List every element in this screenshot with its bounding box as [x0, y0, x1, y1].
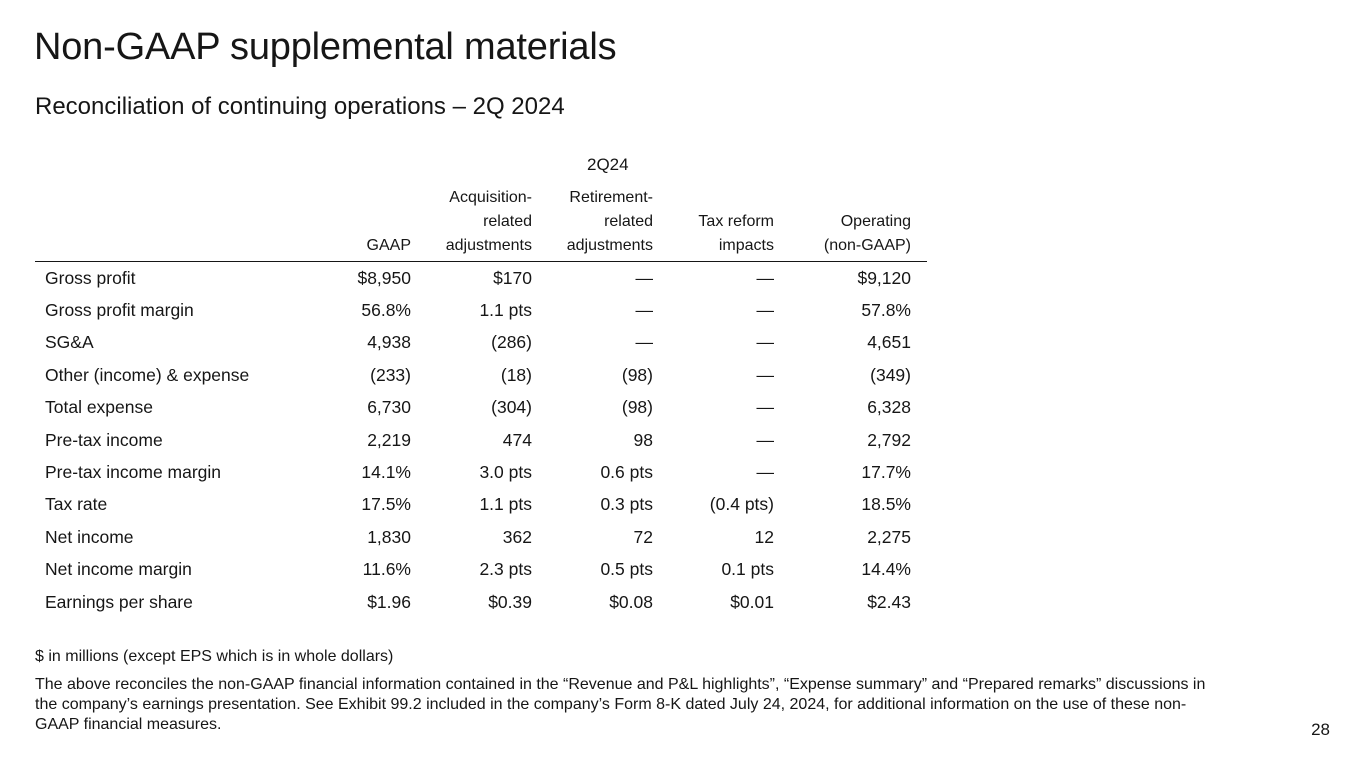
column-header-tax-reform: Tax reform impacts: [669, 186, 790, 262]
cell-acquisition-adjustment: $170: [493, 267, 532, 288]
cell-gaap: 56.8%: [361, 300, 411, 321]
cell-retirement-adjustment: (98): [621, 364, 653, 385]
cell-tax-reform: $0.01: [730, 591, 774, 612]
cell-retirement-adjustment: —: [635, 332, 654, 353]
column-header-retirement-adjustments: Retirement- related adjustments: [548, 186, 669, 262]
cell-line-item: Pre-tax income margin: [45, 462, 222, 483]
cell-gaap: 2,219: [367, 429, 411, 450]
cell-acquisition-adjustment: 2.3 pts: [479, 559, 532, 580]
table-row: Pre-tax income 2,219 474 98 — 2,792: [35, 424, 927, 456]
cell-operating: 18.5%: [861, 494, 911, 515]
cell-operating: 6,328: [867, 397, 911, 418]
cell-line-item: Earnings per share: [45, 591, 193, 612]
cell-acquisition-adjustment: 1.1 pts: [479, 300, 532, 321]
cell-line-item: Net income margin: [45, 559, 192, 580]
cell-operating: 2,275: [867, 526, 911, 547]
cell-gaap: 1,830: [367, 526, 411, 547]
cell-acquisition-adjustment: (18): [500, 364, 532, 385]
table-body: Gross profit $8,950 $170— — $9,120 Gross prof…: [35, 262, 927, 619]
cell-retirement-adjustment: 0.3 pts: [600, 494, 653, 515]
table-row: Other (income) & expense (233) (18) (98) — (3…: [35, 359, 927, 391]
cell-operating: 14.4%: [861, 559, 911, 580]
disclosure-text: The above reconciles the non-GAAP financ…: [35, 676, 1206, 733]
cell-retirement-adjustment: 72: [633, 526, 653, 547]
cell-tax-reform: —: [756, 429, 775, 450]
cell-gaap: 11.6%: [362, 559, 411, 580]
cell-line-item: Pre-tax income: [45, 429, 163, 450]
cell-line-item: SG&A: [45, 332, 94, 353]
cell-retirement-adjustment: 0.6 pts: [600, 462, 653, 483]
table-row: Earnings per share $1.96 $0.39 $0.08 $0.01 $2…: [35, 586, 927, 618]
cell-retirement-adjustment: 98: [633, 429, 653, 450]
cell-acquisition-adjustment: (304): [491, 397, 532, 418]
cell-retirement-adjustment: 0.5 pts: [600, 559, 653, 580]
table-row: Gross profit $8,950 $170 — — $9,120: [35, 262, 927, 295]
cell-operating: 2,792: [867, 429, 911, 450]
cell-retirement-adjustment: —: [635, 300, 654, 321]
cell-line-item: Gross profit: [45, 267, 136, 288]
cell-tax-reform: —: [756, 397, 775, 418]
reconciliation-table: GAAP Acquisition- related adjustments Re…: [35, 186, 927, 618]
cell-gaap: $1.96: [367, 591, 411, 612]
cell-tax-reform: 12: [754, 526, 774, 547]
cell-gaap: 4,938: [367, 332, 411, 353]
column-header-operating: Operating (non-GAAP): [790, 186, 927, 262]
cell-retirement-adjustment: $0.08: [609, 591, 653, 612]
cell-line-item: Net income: [45, 526, 134, 547]
cell-operating: 57.8%: [861, 300, 911, 321]
page-number: 28: [1311, 720, 1330, 739]
cell-acquisition-adjustment: 362: [502, 526, 532, 547]
table-row: Gross profit margin 56.8% 1.1 pts — — 57.8%: [35, 294, 927, 326]
table-header-row: GAAP Acquisition- related adjustments Re…: [35, 186, 927, 262]
cell-acquisition-adjustment: 474: [502, 429, 532, 450]
units-footnote: $ in millions (except EPS which is in wh…: [35, 648, 394, 665]
period-header: 2Q24: [587, 155, 629, 174]
cell-acquisition-adjustment: (286): [491, 332, 532, 353]
slide-subtitle: Reconciliation of continuing operations …: [35, 93, 565, 120]
cell-line-item: Tax rate: [45, 494, 108, 515]
cell-gaap: 14.1%: [361, 462, 411, 483]
cell-gaap: 17.5%: [361, 494, 411, 515]
cell-tax-reform: —: [756, 364, 775, 385]
column-header-line-item: [35, 186, 292, 262]
cell-gaap: 6,730: [367, 397, 411, 418]
column-header-acquisition-adjustments: Acquisition- related adjustments: [427, 186, 548, 262]
table-row: Total expense 6,730 (304) (98) — 6,328: [35, 392, 927, 424]
table-row: SG&A 4,938 (286) — — 4,651: [35, 327, 927, 359]
cell-tax-reform: 0.1 pts: [721, 559, 774, 580]
table-row: Pre-tax income margin 14.1% 3.0 pts 0.6 pts…: [35, 456, 927, 488]
slide-title: Non-GAAP supplemental materials: [34, 26, 617, 68]
cell-operating: $9,120: [857, 267, 911, 288]
cell-tax-reform: (0.4 pts): [709, 494, 774, 515]
cell-operating: $2.43: [867, 591, 911, 612]
table-row: Net income 1,830 362 72 12 2,275: [35, 521, 927, 553]
column-header-gaap: GAAP: [292, 186, 427, 262]
cell-gaap: (233): [370, 364, 411, 385]
cell-acquisition-adjustment: 1.1 pts: [479, 494, 532, 515]
cell-retirement-adjustment: —: [635, 267, 654, 288]
cell-tax-reform: —: [756, 462, 775, 483]
cell-tax-reform: —: [756, 267, 775, 288]
cell-tax-reform: —: [756, 300, 775, 321]
cell-operating: (349): [870, 364, 911, 385]
cell-tax-reform: —: [756, 332, 775, 353]
table-row: Tax rate 17.5% 1.1 pts 0.3 pts (0.4 pts) 18.5…: [35, 489, 927, 521]
cell-retirement-adjustment: (98): [621, 397, 653, 418]
cell-operating: 17.7%: [861, 462, 911, 483]
table-row: Net income margin 11.6% 2.3 pts 0.5 pts 0.1 …: [35, 554, 927, 586]
cell-line-item: Total expense: [45, 397, 153, 418]
cell-gaap: $8,950: [357, 267, 411, 288]
cell-acquisition-adjustment: $0.39: [488, 591, 532, 612]
cell-line-item: Other (income) & expense: [45, 364, 250, 385]
cell-line-item: Gross profit margin: [45, 300, 194, 321]
cell-operating: 4,651: [867, 332, 911, 353]
cell-acquisition-adjustment: 3.0 pts: [479, 462, 532, 483]
